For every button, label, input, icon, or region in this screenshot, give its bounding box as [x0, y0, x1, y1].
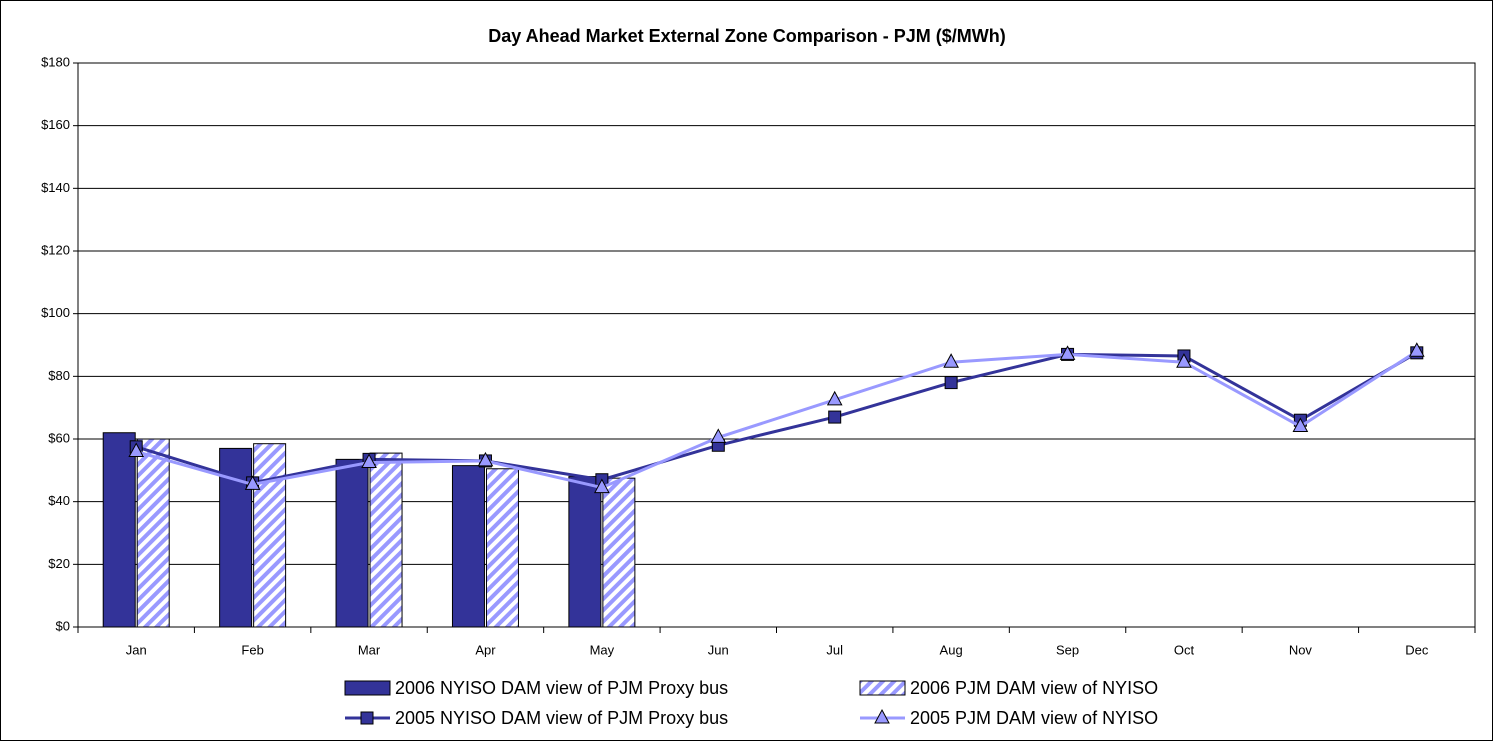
- x-tick-label: Nov: [1289, 642, 1313, 657]
- bar: [136, 438, 170, 628]
- bar: [335, 458, 369, 628]
- legend-item: 2006 PJM DAM view of NYISO: [859, 678, 1158, 698]
- legend-label: 2006 NYISO DAM view of PJM Proxy bus: [395, 678, 728, 698]
- y-tick-label: $40: [48, 493, 70, 508]
- legend-swatch: [859, 680, 906, 696]
- y-tick-label: $60: [48, 430, 70, 445]
- bar: [253, 443, 287, 628]
- legend-marker: [360, 711, 374, 725]
- line-marker: [1059, 345, 1076, 360]
- x-tick-label: May: [590, 642, 615, 657]
- bar: [369, 452, 403, 628]
- line-marker: [1408, 342, 1425, 357]
- y-tick-label: $140: [41, 180, 70, 195]
- y-tick-label: $160: [41, 117, 70, 132]
- bar: [602, 477, 636, 628]
- x-tick-label: Jul: [826, 642, 843, 657]
- line: [135, 351, 1418, 485]
- x-tick-label: Feb: [241, 642, 263, 657]
- line: [135, 350, 1418, 490]
- plot-area: [78, 63, 1475, 627]
- line-marker: [1176, 353, 1192, 368]
- y-tick-label: $20: [48, 556, 70, 571]
- legend-label: 2005 PJM DAM view of NYISO: [910, 708, 1158, 728]
- x-tick-label: Jun: [708, 642, 729, 657]
- legend-swatch: [344, 680, 391, 696]
- chart-title: Day Ahead Market External Zone Compariso…: [488, 26, 1005, 46]
- y-tick-label: $80: [48, 368, 70, 383]
- line-marker: [477, 451, 494, 467]
- line-marker: [944, 376, 958, 390]
- line-marker: [710, 428, 727, 443]
- bar: [451, 465, 485, 628]
- bar: [485, 468, 519, 628]
- y-tick-label: $100: [41, 305, 70, 320]
- legend-marker: [874, 708, 890, 724]
- legend-label: 2006 PJM DAM view of NYISO: [910, 678, 1158, 698]
- y-tick-label: $120: [41, 242, 70, 257]
- y-tick-label: $180: [41, 54, 70, 69]
- legend-item: 2005 PJM DAM view of NYISO: [860, 708, 1158, 728]
- x-tick-label: Oct: [1174, 642, 1195, 657]
- legend-label: 2005 NYISO DAM view of PJM Proxy bus: [395, 708, 728, 728]
- line-marker: [1292, 417, 1309, 432]
- line-marker: [828, 410, 842, 424]
- bar: [102, 432, 136, 628]
- x-tick-label: Sep: [1056, 642, 1079, 657]
- line-marker: [594, 478, 610, 494]
- x-tick-label: Dec: [1405, 642, 1429, 657]
- line-marker: [826, 390, 843, 406]
- legend-item: 2005 NYISO DAM view of PJM Proxy bus: [345, 708, 728, 728]
- x-tick-label: Aug: [940, 642, 963, 657]
- x-tick-label: Jan: [126, 642, 147, 657]
- legend-item: 2006 NYISO DAM view of PJM Proxy bus: [344, 678, 728, 698]
- x-tick-label: Mar: [358, 642, 381, 657]
- line-marker: [361, 453, 377, 468]
- bar: [568, 476, 602, 628]
- line-marker: [128, 442, 145, 458]
- y-tick-label: $0: [56, 618, 70, 633]
- x-tick-label: Apr: [475, 642, 496, 657]
- line-marker: [943, 353, 959, 368]
- line-marker: [244, 475, 261, 490]
